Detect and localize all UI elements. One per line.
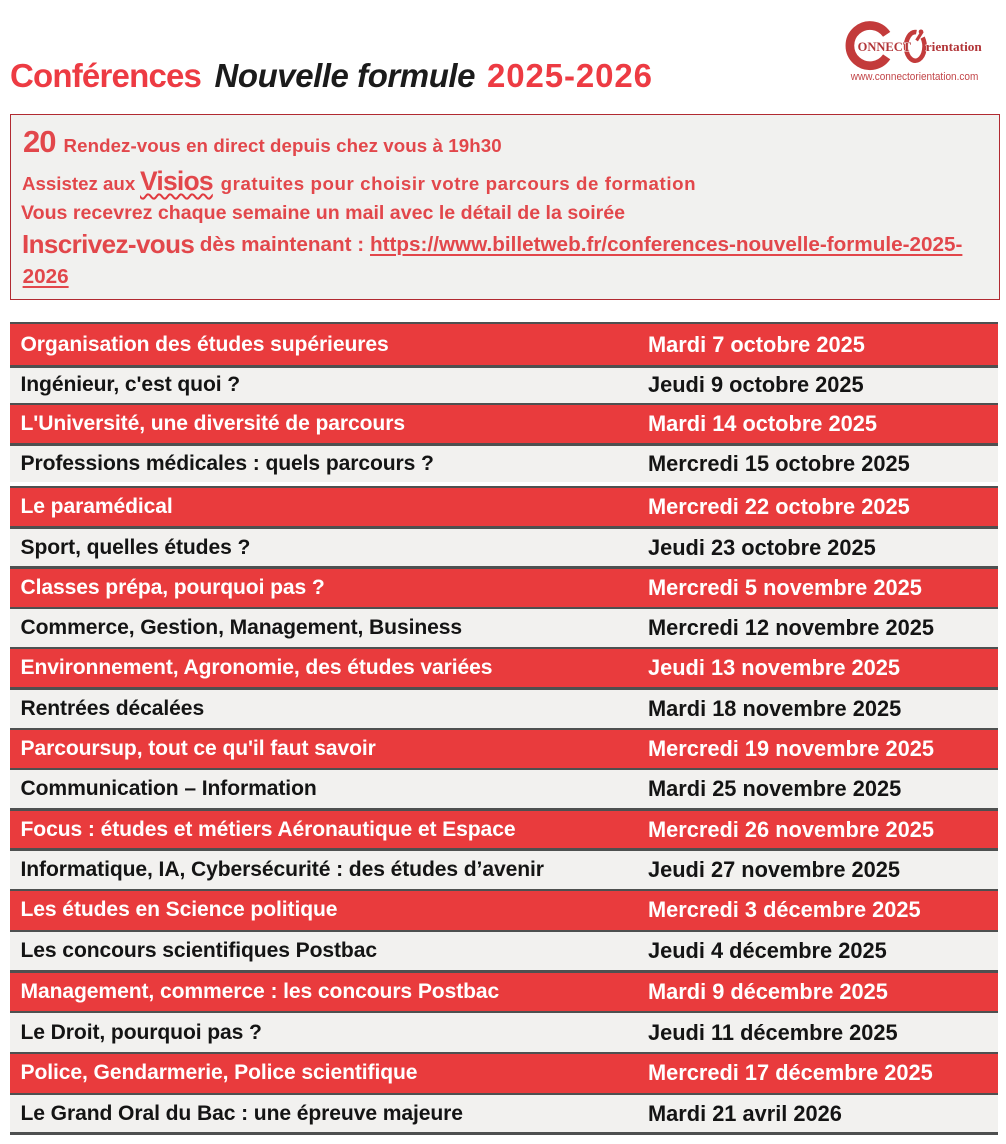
svg-text:ONNECT: ONNECT [858,39,912,54]
svg-text:rientation: rientation [926,39,983,54]
svg-text:www.connectorientation.com: www.connectorientation.com [850,71,979,83]
